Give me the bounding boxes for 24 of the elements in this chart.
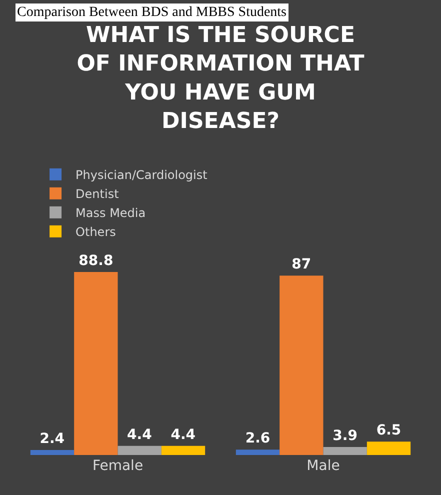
data-label: 4.4: [127, 426, 152, 443]
legend-label: Dentist: [76, 187, 120, 202]
bar: [366, 442, 411, 455]
bar: [161, 446, 206, 455]
bar: [118, 446, 162, 455]
x-tick-label: Female: [92, 458, 144, 474]
data-label: 2.4: [40, 431, 65, 448]
data-label: 4.4: [170, 426, 196, 443]
data-label: 88.8: [78, 252, 114, 269]
data-label: 6.5: [376, 422, 402, 439]
bar: [74, 272, 118, 455]
legend-label: Physician/Cardiologist: [76, 168, 208, 182]
chart-title: WHAT IS THE SOURCE OF INFORMATION THAT YOU HAVE GUM DISEASE?: [76, 23, 364, 134]
bar: [236, 450, 280, 455]
legend-label: Others: [76, 225, 116, 240]
legend-label: Mass Media: [76, 206, 146, 220]
x-tick-label: Male: [306, 458, 340, 474]
data-label: 2.6: [245, 430, 270, 447]
data-label: 87: [292, 256, 312, 273]
data-label: 3.9: [332, 428, 358, 444]
bar: [280, 276, 324, 455]
bar: [30, 450, 74, 455]
text: Comparison Between BDS and MBBS Students: [17, 5, 287, 20]
bar: [323, 446, 367, 455]
